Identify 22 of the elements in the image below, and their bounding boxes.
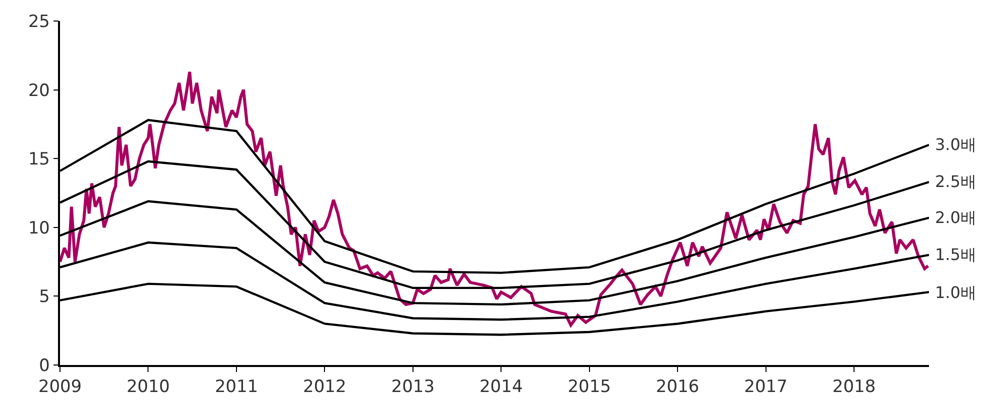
x-tick-label: 2012: [303, 377, 346, 398]
y-tick-label: 25: [28, 12, 50, 32]
x-tick-label: 2018: [832, 377, 876, 398]
x-tick-label: 2014: [479, 377, 523, 398]
series-label: 1.0배: [935, 283, 976, 302]
x-tick-label: 2010: [126, 377, 170, 398]
x-tick-label: 2017: [744, 377, 788, 398]
y-tick-label: 15: [28, 150, 50, 170]
series-label: 2.0배: [935, 208, 976, 227]
x-tick-label: 2011: [214, 377, 258, 398]
y-tick-label: 5: [39, 287, 50, 308]
x-tick-label: 2015: [568, 377, 611, 398]
y-tick-label: 10: [28, 218, 50, 238]
x-tick-label: 2016: [656, 377, 700, 398]
line-series: [60, 70, 929, 327]
series-label: 2.5배: [935, 172, 976, 191]
y-tick-label: 20: [28, 80, 50, 101]
series-label: 3.0배: [935, 135, 976, 154]
x-tick-label: 2009: [38, 377, 82, 398]
series-label: 1.5배: [935, 245, 976, 264]
x-tick-label: 2013: [391, 377, 435, 398]
y-tick-label: 0: [39, 356, 50, 376]
